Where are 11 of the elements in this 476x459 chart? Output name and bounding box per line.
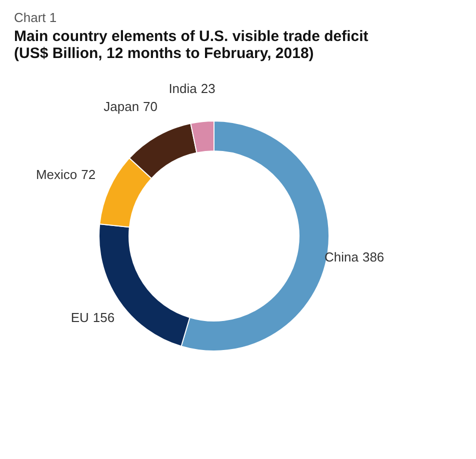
- slice-label: Mexico: [36, 167, 78, 182]
- caption: Chart 1: [14, 10, 57, 25]
- data-label: 72: [81, 167, 96, 182]
- slice-label: EU: [70, 310, 89, 326]
- slice-label: Japan: [104, 99, 140, 114]
- data-label: 23: [200, 80, 216, 96]
- data-label: 156: [92, 310, 115, 326]
- chart-title: Main country elements of U.S. visible trade deficit (US$ Billion, 12 months to February, 2018): [14, 28, 368, 62]
- data-label: 386: [362, 249, 384, 264]
- data-label: 70: [143, 99, 158, 114]
- slice-label: India: [168, 80, 198, 96]
